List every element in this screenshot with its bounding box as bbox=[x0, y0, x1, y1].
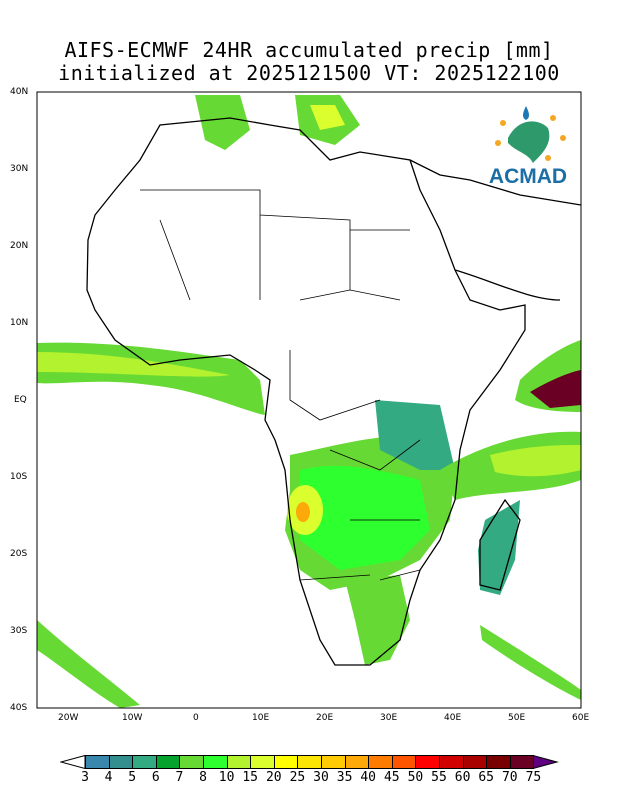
lat-label: 40N bbox=[10, 87, 29, 97]
colorbar-label: 15 bbox=[242, 770, 259, 785]
colorbar-label: 40 bbox=[360, 770, 377, 785]
colorbar-label: 4 bbox=[104, 770, 113, 785]
colorbar-label: 30 bbox=[313, 770, 329, 785]
lat-label: 10N bbox=[10, 318, 29, 328]
country-borders bbox=[140, 189, 421, 581]
colorbar-swatch bbox=[391, 755, 417, 769]
colorbar-swatch bbox=[486, 755, 511, 769]
lon-label: 40E bbox=[444, 713, 462, 723]
colorbar-swatch bbox=[155, 755, 181, 769]
lon-label: 30E bbox=[380, 713, 398, 723]
colorbar-swatch bbox=[179, 755, 204, 769]
lat-label: 30S bbox=[10, 626, 28, 636]
colorbar-swatch bbox=[85, 755, 110, 769]
colorbar-swatch bbox=[344, 755, 370, 769]
lat-label: 40S bbox=[10, 703, 28, 713]
colorbar-label: 5 bbox=[128, 770, 137, 785]
map-title-line1: AIFS-ECMWF 24HR accumulated precip [mm] bbox=[64, 38, 554, 62]
colorbar-label: 75 bbox=[525, 770, 542, 785]
acmad-logo: ACMAD bbox=[478, 88, 578, 188]
colorbar-swatch bbox=[321, 755, 346, 769]
lat-label: 30N bbox=[10, 164, 29, 174]
colorbar-swatch bbox=[203, 755, 228, 769]
colorbar-label: 45 bbox=[383, 770, 400, 785]
precip-fields bbox=[37, 95, 581, 708]
coastlines bbox=[86, 117, 581, 666]
colorbar-label: 7 bbox=[175, 770, 184, 785]
colorbar-label: 6 bbox=[151, 770, 160, 785]
colorbar-swatch bbox=[439, 755, 464, 769]
colorbar-label: 10 bbox=[218, 770, 235, 785]
colorbar-swatch bbox=[415, 755, 440, 769]
colorbar-swatch bbox=[226, 755, 252, 769]
colorbar-label: 3 bbox=[81, 770, 89, 785]
lon-label: 10E bbox=[252, 713, 270, 723]
colorbar-label: 65 bbox=[478, 770, 495, 785]
lon-label: 10W bbox=[122, 713, 143, 723]
lat-label: 20S bbox=[10, 549, 28, 559]
colorbar-label: 8 bbox=[199, 770, 207, 785]
colorbar-label: 70 bbox=[501, 770, 518, 785]
colorbar-label: 55 bbox=[431, 770, 447, 785]
lon-label: 20E bbox=[316, 713, 334, 723]
lon-label: 60E bbox=[572, 713, 590, 723]
svg-text:ACMAD: ACMAD bbox=[489, 165, 567, 188]
colorbar-swatch bbox=[132, 755, 157, 769]
lat-label: EQ bbox=[14, 395, 27, 405]
lat-label: 10S bbox=[10, 472, 28, 482]
colorbar-swatch bbox=[250, 755, 275, 769]
colorbar-under-arrow bbox=[60, 755, 86, 769]
colorbar-label: 20 bbox=[265, 770, 282, 785]
colorbar-swatch bbox=[297, 755, 322, 769]
map-title-line2: initialized at 2025121500 VT: 2025122100 bbox=[58, 61, 560, 85]
colorbar-label: 35 bbox=[336, 770, 353, 785]
colorbar-swatch bbox=[108, 755, 134, 769]
colorbar-label: 50 bbox=[407, 770, 424, 785]
lon-label: 20W bbox=[58, 713, 79, 723]
colorbar-label: 60 bbox=[454, 770, 471, 785]
colorbar-over-arrow bbox=[533, 755, 560, 769]
lon-label: 50E bbox=[508, 713, 526, 723]
lon-label: 0 bbox=[193, 713, 199, 723]
lat-label: 20N bbox=[10, 241, 29, 251]
colorbar-swatch bbox=[462, 755, 488, 769]
colorbar-swatch bbox=[368, 755, 393, 769]
colorbar-label: 25 bbox=[289, 770, 306, 785]
colorbar-swatch bbox=[509, 755, 535, 769]
map-frame bbox=[36, 91, 582, 709]
colorbar-swatch bbox=[273, 755, 299, 769]
